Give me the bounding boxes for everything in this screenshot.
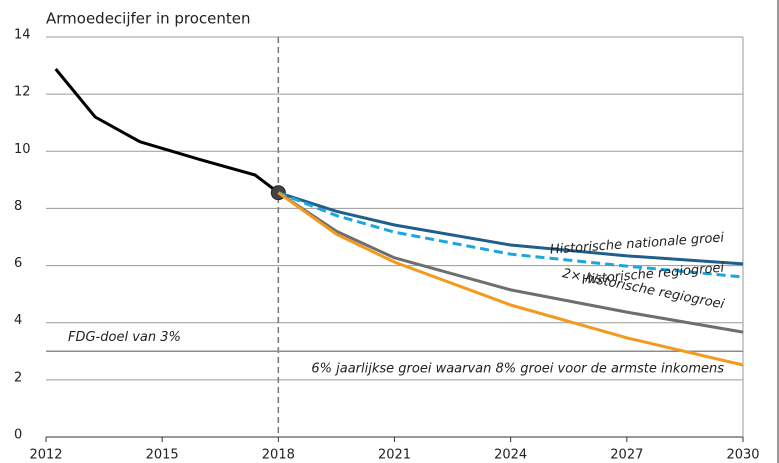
y-tick-label: 14	[14, 28, 31, 43]
series-line	[54, 68, 280, 194]
y-tick-label: 8	[14, 199, 22, 214]
series-line	[277, 191, 744, 334]
x-tick-label: 2030	[726, 448, 759, 463]
series-label: 6% jaarlijkse groei waarvan 8% groei voo…	[311, 362, 724, 377]
series-line	[277, 191, 744, 266]
y-tick-label: 0	[14, 428, 22, 443]
x-tick-label: 2012	[29, 448, 62, 463]
series-label: Historische nationale groei	[549, 230, 724, 257]
y-tick-label: 6	[14, 256, 22, 271]
x-tick-label: 2027	[610, 448, 643, 463]
chart-title: Armoedecijfer in procenten	[46, 10, 251, 28]
y-tick-label: 12	[14, 85, 31, 100]
x-tick-label: 2018	[262, 448, 295, 463]
x-tick-label: 2021	[378, 448, 411, 463]
y-tick-label: 10	[14, 142, 31, 157]
series-line	[277, 191, 744, 367]
x-tick-label: 2024	[494, 448, 527, 463]
reference-label: FDG-doel van 3%	[68, 330, 181, 345]
y-tick-label: 4	[14, 313, 22, 328]
y-tick-label: 2	[14, 370, 22, 385]
x-tick-label: 2015	[146, 448, 179, 463]
